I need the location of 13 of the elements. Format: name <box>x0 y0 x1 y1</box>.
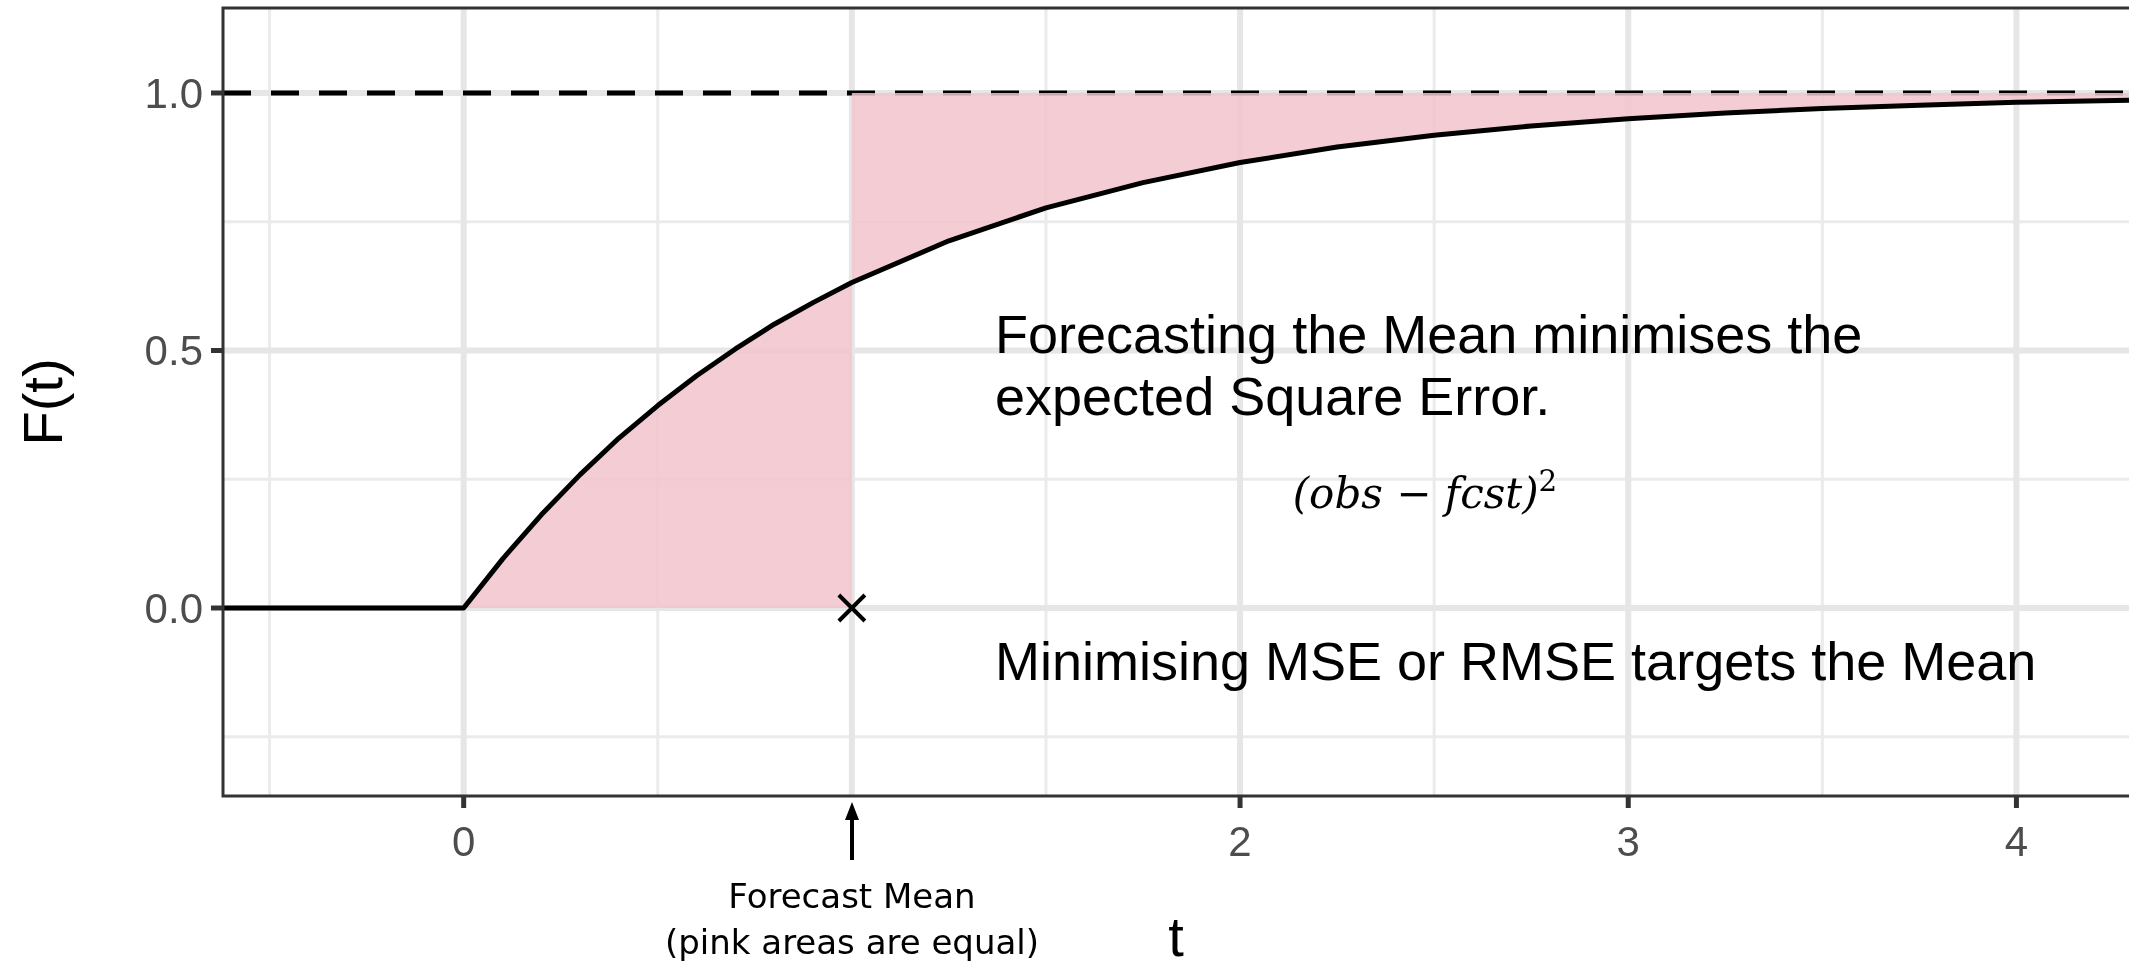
text: Forecast Mean (pink areas are equal) <box>664 876 1040 962</box>
y-tick-label: 0.5 <box>144 327 203 375</box>
x-tick-label: 4 <box>2004 818 2029 865</box>
annotation: (obs − fcst)$^{2}$ <box>1292 464 1558 518</box>
annotation: Minimising MSE or RMSE targets the Mean <box>995 631 2037 691</box>
y-tick-label: 0.0 <box>144 584 203 632</box>
y-tick-label: 1.0 <box>144 69 203 117</box>
x-axis-title: t <box>1168 905 1185 968</box>
x-tick-label: 0 <box>452 818 476 865</box>
x-tick-label: 2 <box>1228 818 1252 865</box>
x-tick-label: 3 <box>1616 818 1640 865</box>
y-axis-title: F(t) <box>11 358 74 446</box>
annotation: Forecasting the Mean minimises the expected Square Error. <box>995 304 1863 426</box>
